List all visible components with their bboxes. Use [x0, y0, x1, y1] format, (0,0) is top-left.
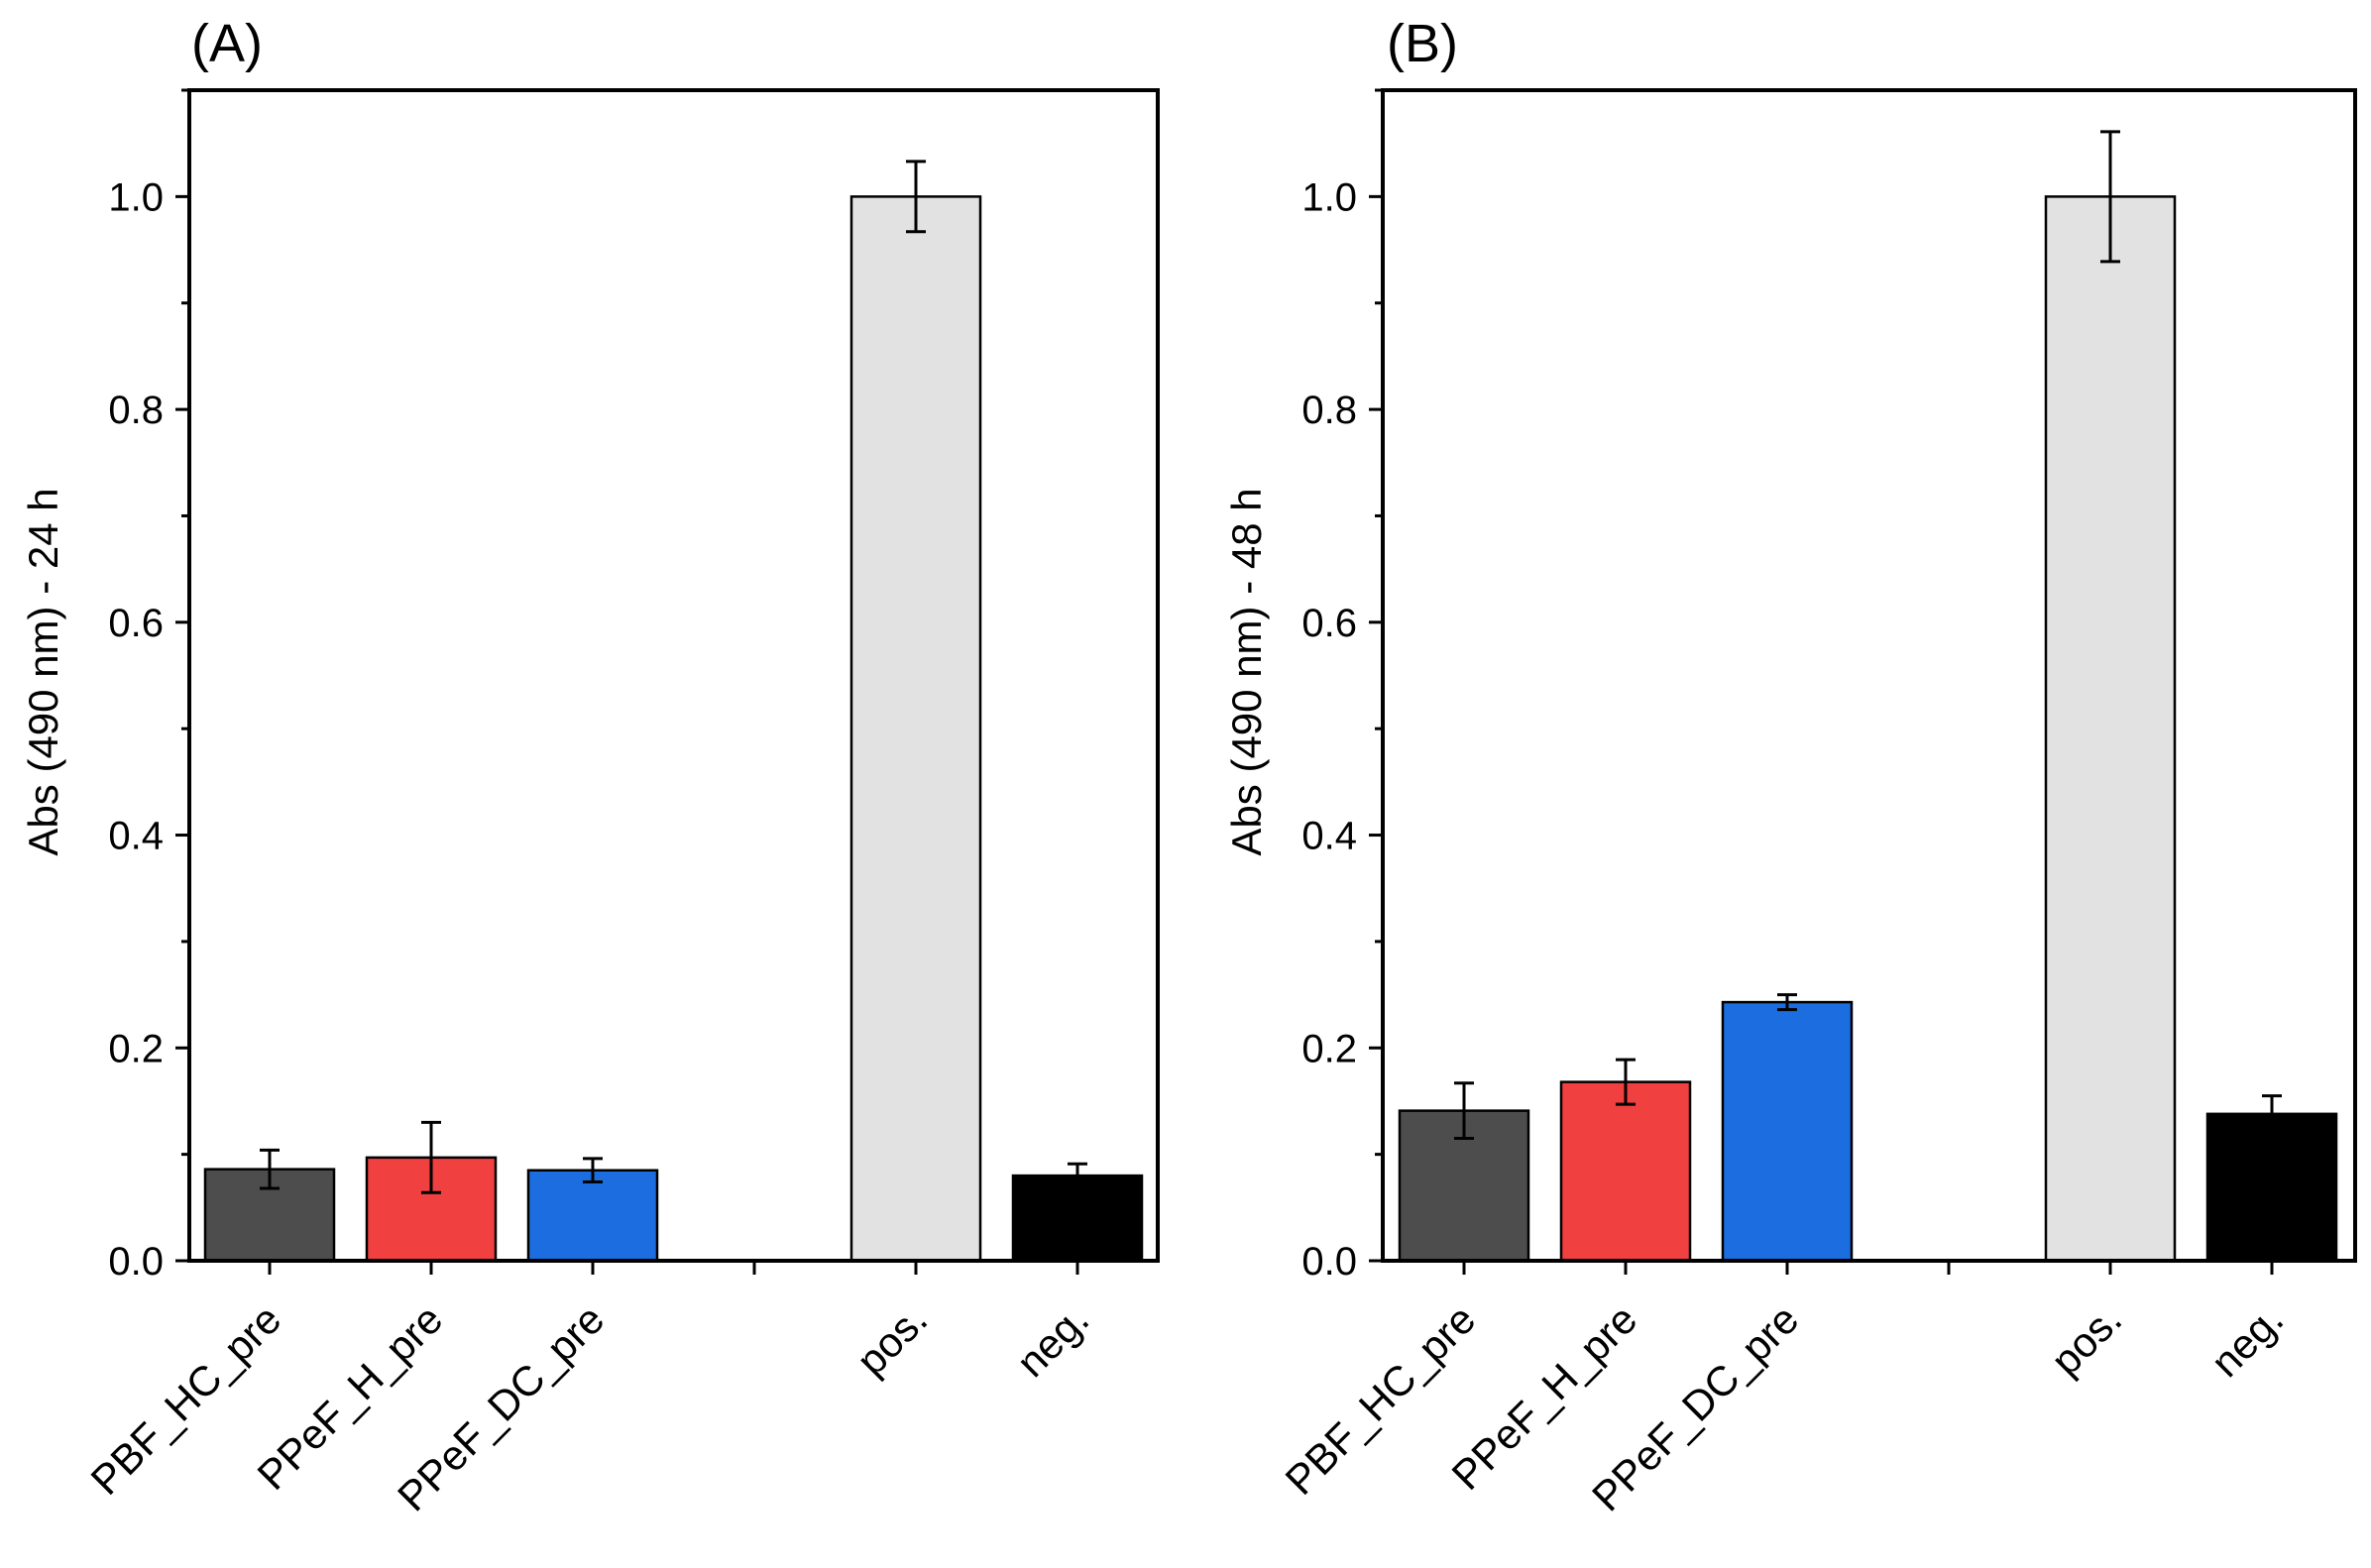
bar-series	[203, 195, 1144, 1263]
y-tick-label: 0.0	[1301, 1240, 1357, 1284]
y-tick-label: 0.6	[108, 602, 164, 645]
bar	[526, 1169, 659, 1263]
panel-b: (B) Abs (490 nm) - 48 h 0.0 0.2 0.4 0.6 0.8 1…	[1223, 14, 2357, 1519]
x-tick-label: neg.	[1007, 1295, 1097, 1386]
y-tick-label: 0.2	[108, 1027, 164, 1070]
x-tick-label: neg.	[2202, 1295, 2292, 1386]
bar	[2205, 1112, 2338, 1263]
y-tick-label: 1.0	[108, 175, 164, 219]
error-bar	[1068, 1162, 1087, 1189]
error-bar	[906, 160, 926, 234]
x-tick-label: pos.	[847, 1295, 936, 1384]
y-axis-label: Abs (490 nm) - 48 h	[1223, 488, 1270, 855]
panel-a: (A) Abs (490 nm) - 24 h 0.0 0.2 0.4 0.6 0.8 1…	[20, 14, 1160, 1519]
bar	[849, 195, 982, 1263]
y-axis-label: Abs (490 nm) - 24 h	[20, 488, 66, 855]
y-tick-label: 1.0	[1301, 175, 1357, 219]
y-axis: 0.0 0.2 0.4 0.6 0.8 1.0	[108, 88, 189, 1284]
y-tick-label: 0.6	[1301, 602, 1357, 645]
bar-series	[1398, 195, 2338, 1263]
error-bar	[260, 1148, 280, 1190]
error-bar	[2262, 1094, 2282, 1134]
panel-label: (B)	[1387, 14, 1458, 73]
y-tick-label: 0.8	[108, 389, 164, 432]
bar	[2044, 195, 2177, 1263]
error-bars	[260, 160, 1087, 1194]
panel-label: (A)	[191, 14, 263, 73]
y-tick-label: 0.4	[1301, 815, 1357, 858]
plot-frame	[187, 88, 1160, 1263]
y-tick-label: 0.4	[108, 815, 164, 858]
error-bar	[1454, 1081, 1474, 1141]
y-axis: 0.0 0.2 0.4 0.6 0.8 1.0	[1301, 88, 1383, 1284]
y-tick-label: 0.8	[1301, 389, 1357, 432]
plot-frame	[1381, 88, 2357, 1263]
y-tick-label: 0.2	[1301, 1027, 1357, 1070]
error-bar	[583, 1157, 603, 1184]
error-bar	[1616, 1058, 1636, 1106]
bar	[1559, 1080, 1692, 1263]
error-bar	[421, 1120, 441, 1194]
error-bars	[1454, 130, 2282, 1141]
error-bar	[2100, 130, 2120, 264]
error-bar	[1777, 993, 1797, 1012]
y-tick-label: 0.0	[108, 1240, 164, 1284]
x-tick-label: pos.	[2042, 1295, 2130, 1384]
bar	[1721, 1000, 1854, 1263]
